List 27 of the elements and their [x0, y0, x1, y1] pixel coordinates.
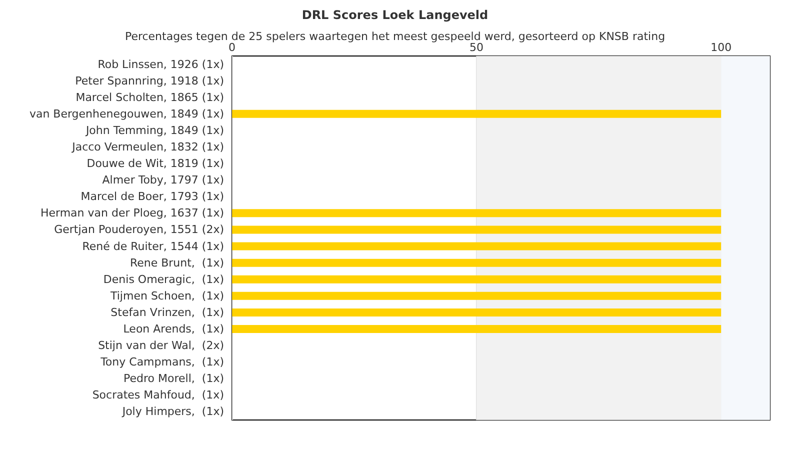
y-tick-label: Almer Toby, 1797 (1x) — [102, 174, 224, 187]
y-tick-label: Peter Spannring, 1918 (1x) — [75, 74, 224, 88]
y-tick-label: Pedro Morell, (1x) — [124, 372, 224, 386]
y-tick-label: Douwe de Wit, 1819 (1x) — [86, 157, 224, 170]
y-tick-label: John Temming, 1849 (1x) — [84, 124, 224, 137]
x-tick-label: 0 — [228, 41, 236, 54]
y-tick-label: Joly Himpers, (1x) — [121, 405, 224, 418]
x-tick-label: 50 — [470, 41, 484, 54]
y-tick-label: Jacco Vermeulen, 1832 (1x) — [71, 140, 224, 154]
y-tick-label: Tijmen Schoen, (1x) — [110, 289, 224, 302]
y-tick-label: Denis Omeragic, (1x) — [103, 272, 224, 286]
y-tick-label: Leon Arends, (1x) — [123, 322, 224, 336]
y-tick-label: van Bergenhenegouwen, 1849 (1x) — [29, 107, 224, 120]
y-tick-label: Tony Campmans, (1x) — [100, 356, 224, 369]
y-tick-label: Marcel de Boer, 1793 (1x) — [80, 190, 224, 204]
y-tick-label: Rene Brunt, (1x) — [130, 256, 224, 270]
y-tick-label: Gertjan Pouderoyen, 1551 (2x) — [54, 223, 224, 236]
y-tick-label: Stefan Vrinzen, (1x) — [110, 306, 224, 319]
chart-title: DRL Scores Loek Langeveld — [302, 8, 488, 22]
x-tick-label: 100 — [710, 41, 732, 54]
y-tick-label: René de Ruiter, 1544 (1x) — [82, 240, 224, 253]
y-tick-label: Herman van der Ploeg, 1637 (1x) — [40, 206, 224, 220]
y-tick-label: Stijn van der Wal, (2x) — [98, 339, 224, 352]
y-tick-label: Socrates Mahfoud, (1x) — [92, 388, 224, 402]
y-tick-label: Marcel Scholten, 1865 (1x) — [76, 90, 224, 104]
y-tick-label: Rob Linssen, 1926 (1x) — [98, 58, 224, 71]
chart-subtitle: Percentages tegen de 25 spelers waartegen het meest gespeeld werd, gesorteerd op KNSB rating — [124, 30, 666, 43]
